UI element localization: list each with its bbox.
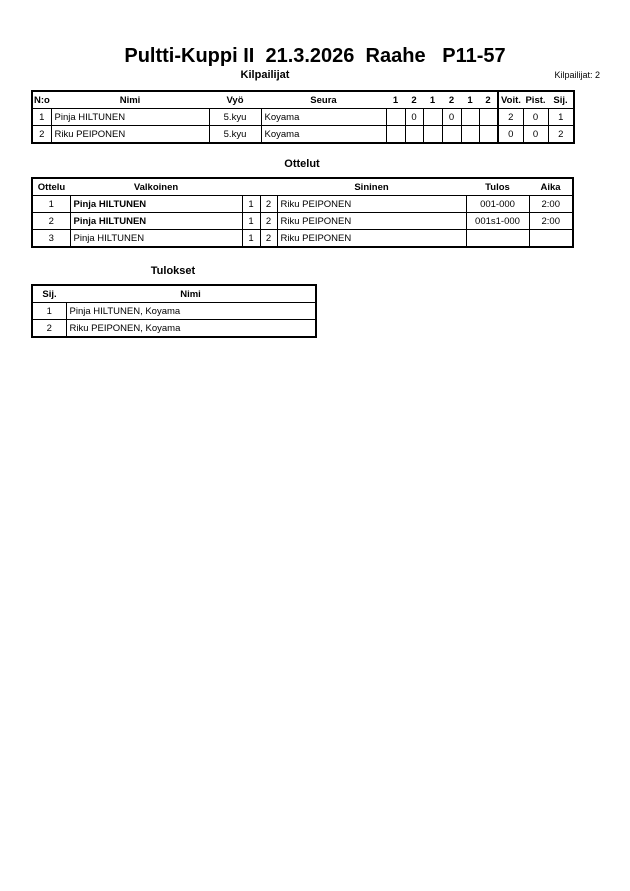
white-no: 1 — [241, 229, 261, 248]
score-cell: 0 — [404, 108, 424, 126]
match-no: 2 — [31, 212, 71, 230]
competitor-row: 2 Riku PEIPONEN 5.kyu Koyama 0 0 2 — [31, 125, 575, 144]
score-cell — [460, 108, 480, 126]
col-club: Seura — [261, 91, 386, 109]
col-white: Valkoinen — [70, 178, 242, 196]
col-score: 2 — [442, 91, 461, 109]
col-rank: Sij. — [548, 91, 574, 109]
competitor-wins: 2 — [497, 108, 524, 126]
score-cell — [385, 125, 406, 144]
col-belt: Vyö — [209, 91, 261, 109]
competitors-count: Kilpailijat: 2 — [554, 70, 600, 80]
match-row: 2 Pinja HILTUNEN 1 2 Riku PEIPONEN 001s1… — [31, 212, 574, 230]
col-time: Aika — [529, 178, 573, 196]
col-blue: Sininen — [277, 178, 466, 196]
result-rank: 1 — [31, 302, 67, 320]
competitor-points: 0 — [522, 108, 549, 126]
match-no: 1 — [31, 195, 71, 213]
col-rank: Sij. — [32, 285, 66, 303]
result-rank: 2 — [31, 319, 67, 338]
score-cell — [422, 108, 443, 126]
blue-no: 2 — [259, 212, 278, 230]
col-score: 2 — [405, 91, 423, 109]
blue-competitor: Riku PEIPONEN — [276, 212, 467, 230]
white-no: 1 — [241, 195, 261, 213]
blue-no: 2 — [259, 229, 278, 248]
match-time: 2:00 — [528, 212, 574, 230]
score-cell: 0 — [441, 108, 462, 126]
matches-table: Ottelu Valkoinen Sininen Tulos Aika 1 Pi… — [31, 177, 574, 248]
competitor-name: Riku PEIPONEN — [50, 125, 210, 144]
col-score: 1 — [386, 91, 405, 109]
competitor-belt: 5.kyu — [208, 125, 262, 144]
competitor-club: Koyama — [260, 125, 387, 144]
results-heading: Tulokset — [150, 265, 196, 277]
col-match: Ottelu — [32, 178, 70, 196]
result-row: 2 Riku PEIPONEN, Koyama — [31, 319, 317, 338]
score-cell — [478, 108, 499, 126]
col-score: 2 — [479, 91, 498, 109]
competitors-heading: Kilpailijat — [240, 69, 290, 81]
results-table: Sij. Nimi 1 Pinja HILTUNEN, Koyama 2 Rik… — [31, 284, 317, 338]
col-points: Pist. — [523, 91, 548, 109]
competitor-rank: 2 — [547, 125, 575, 144]
competitor-belt: 5.kyu — [208, 108, 262, 126]
match-row: 1 Pinja HILTUNEN 1 2 Riku PEIPONEN 001-0… — [31, 195, 574, 213]
match-result: 001s1-000 — [465, 212, 530, 230]
match-time: 2:00 — [528, 195, 574, 213]
page-title: Pultti-Kuppi II 21.3.2026 Raahe P11-57 — [124, 45, 506, 67]
score-cell — [404, 125, 424, 144]
competitor-club: Koyama — [260, 108, 387, 126]
col-name: Nimi — [51, 91, 209, 109]
competitors-header-row: N:o Nimi Vyö Seura 1 2 1 2 1 2 Voit. Pis… — [32, 91, 574, 109]
competitor-no: 2 — [31, 125, 52, 144]
match-time — [528, 229, 574, 248]
score-cell — [422, 125, 443, 144]
competitor-rank: 1 — [547, 108, 575, 126]
white-competitor: Pinja HILTUNEN — [69, 212, 243, 230]
competitor-wins: 0 — [497, 125, 524, 144]
competitors-table: N:o Nimi Vyö Seura 1 2 1 2 1 2 Voit. Pis… — [31, 90, 575, 144]
competitor-row: 1 Pinja HILTUNEN 5.kyu Koyama 0 0 2 0 1 — [31, 108, 575, 126]
blue-no: 2 — [259, 195, 278, 213]
matches-heading: Ottelut — [284, 158, 320, 170]
result-name: Pinja HILTUNEN, Koyama — [65, 302, 317, 320]
blue-competitor: Riku PEIPONEN — [276, 195, 467, 213]
result-row: 1 Pinja HILTUNEN, Koyama — [31, 302, 317, 320]
white-competitor: Pinja HILTUNEN — [69, 229, 243, 248]
competitor-points: 0 — [522, 125, 549, 144]
white-competitor: Pinja HILTUNEN — [69, 195, 243, 213]
match-result — [465, 229, 530, 248]
col-score: 1 — [423, 91, 442, 109]
matches-header-row: Ottelu Valkoinen Sininen Tulos Aika — [32, 178, 573, 196]
score-cell — [478, 125, 499, 144]
col-wins: Voit. — [497, 91, 523, 109]
col-name: Nimi — [66, 285, 316, 303]
col-no: N:o — [32, 91, 51, 109]
col-result: Tulos — [466, 178, 529, 196]
competitor-name: Pinja HILTUNEN — [50, 108, 210, 126]
col-score: 1 — [461, 91, 479, 109]
score-cell — [385, 108, 406, 126]
match-row: 3 Pinja HILTUNEN 1 2 Riku PEIPONEN — [31, 229, 574, 248]
match-result: 001-000 — [465, 195, 530, 213]
match-no: 3 — [31, 229, 71, 248]
competitor-no: 1 — [31, 108, 52, 126]
white-no: 1 — [241, 212, 261, 230]
score-cell — [441, 125, 462, 144]
results-header-row: Sij. Nimi — [32, 285, 316, 303]
blue-competitor: Riku PEIPONEN — [276, 229, 467, 248]
score-cell — [460, 125, 480, 144]
result-name: Riku PEIPONEN, Koyama — [65, 319, 317, 338]
